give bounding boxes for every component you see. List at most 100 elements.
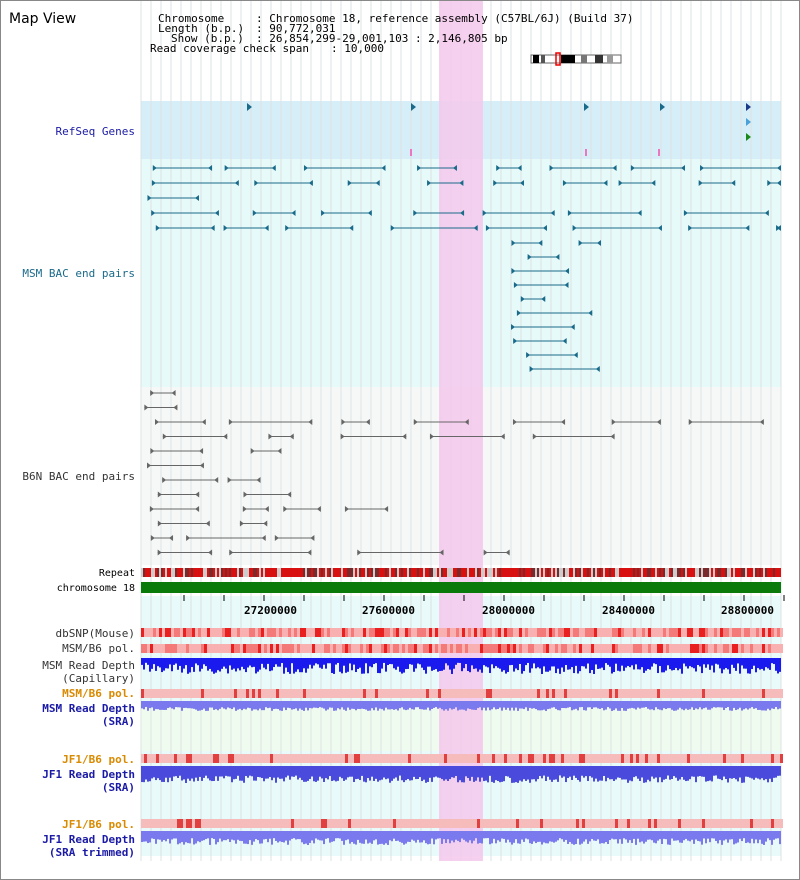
heatmap-cell	[243, 644, 246, 653]
depth-bar	[305, 831, 307, 844]
bac-end	[573, 352, 578, 358]
depth-bar	[547, 701, 549, 710]
track-label-msm-b6-pol-2[interactable]: MSM/B6 pol.	[62, 687, 135, 700]
repeat-block	[727, 568, 729, 577]
repeat-block	[557, 568, 559, 577]
depth-bar	[279, 831, 281, 842]
heatmap-cell	[246, 689, 249, 698]
heatmap-cell	[216, 689, 219, 698]
depth-bar	[193, 701, 195, 709]
repeat-block	[239, 568, 241, 577]
track-label-chromosome[interactable]: chromosome 18	[56, 583, 135, 594]
track-label-dbsnp[interactable]: dbSNP(Mouse)	[55, 627, 135, 640]
heatmap-cell	[267, 644, 270, 653]
heatmap-cell	[360, 819, 363, 828]
track-label-jf1-b6-pol-1[interactable]: JF1/B6 pol.	[62, 753, 135, 766]
bac-end	[285, 225, 290, 231]
bac-end	[173, 404, 178, 411]
track-label-b6n-bac[interactable]: B6N BAC end pairs	[22, 470, 135, 483]
track-label-jf1-depth-sra-1[interactable]: JF1 Read Depth	[42, 768, 135, 781]
bac-end	[777, 225, 781, 231]
track-label-msm-depth-cap-1[interactable]: MSM Read Depth	[42, 659, 135, 672]
depth-bar	[271, 766, 273, 781]
heatmap-cell	[675, 689, 678, 698]
heatmap-cell	[306, 754, 309, 763]
repeat-block	[315, 568, 317, 577]
heatmap-cell	[396, 819, 399, 828]
depth-bar	[385, 658, 387, 672]
depth-bar	[569, 658, 571, 670]
heatmap-cell	[477, 644, 480, 653]
depth-bar	[691, 658, 693, 668]
depth-bar	[241, 766, 243, 781]
heatmap-cell	[726, 628, 729, 637]
heatmap-cell	[384, 644, 387, 653]
depth-bar	[409, 701, 411, 708]
heatmap-cell	[243, 819, 246, 828]
depth-bar	[713, 701, 715, 708]
depth-bar	[223, 831, 225, 841]
depth-bar	[235, 766, 237, 779]
bac-end	[264, 225, 269, 231]
track-label-msm-b6-pol-1[interactable]: MSM/B6 pol.	[62, 642, 135, 655]
bac-end	[310, 535, 315, 541]
heatmap-cell	[690, 628, 693, 637]
repeat-block	[169, 568, 171, 577]
chromosome-bar	[141, 582, 781, 593]
depth-bar	[237, 701, 239, 710]
heatmap-cell	[144, 628, 147, 637]
depth-bar	[191, 766, 193, 779]
gene-arrow	[746, 103, 751, 111]
depth-bar	[565, 701, 567, 709]
bac-end	[195, 506, 200, 512]
track-label-msm-depth-sra-1[interactable]: MSM Read Depth	[42, 702, 135, 715]
depth-bar	[665, 831, 667, 840]
depth-bar	[339, 766, 341, 777]
bac-end	[234, 180, 239, 186]
depth-bar	[495, 658, 497, 667]
depth-bar	[545, 831, 547, 844]
depth-bar	[617, 766, 619, 778]
heatmap-cell	[546, 644, 549, 653]
depth-bar	[777, 831, 779, 839]
heatmap-cell	[333, 628, 336, 637]
heatmap-cell	[723, 644, 726, 653]
depth-bar	[585, 766, 587, 777]
repeat-block	[461, 568, 463, 577]
heatmap-cell	[510, 819, 513, 828]
depth-bar	[733, 766, 735, 778]
heatmap-cell	[609, 754, 612, 763]
depth-bar	[345, 658, 347, 673]
heatmap-cell	[744, 644, 747, 653]
depth-bar	[541, 658, 543, 674]
depth-bar	[641, 701, 643, 708]
depth-bar	[141, 658, 143, 665]
depth-bar	[495, 831, 497, 844]
depth-bar	[515, 831, 517, 840]
track-label-jf1-depth-trim-1[interactable]: JF1 Read Depth	[42, 833, 135, 846]
heatmap-cell	[402, 819, 405, 828]
repeat-block	[653, 568, 655, 577]
depth-bar	[777, 658, 779, 674]
track-label-jf1-b6-pol-2[interactable]: JF1/B6 pol.	[62, 818, 135, 831]
repeat-block	[539, 568, 541, 577]
heatmap-cell	[567, 644, 570, 653]
depth-bar	[753, 766, 755, 780]
heatmap-cell	[411, 689, 414, 698]
depth-bar	[267, 831, 269, 843]
depth-bar	[343, 831, 345, 845]
depth-bar	[177, 831, 179, 845]
heatmap-cell	[354, 754, 357, 763]
repeat-block	[719, 568, 721, 577]
track-label-msm-bac[interactable]: MSM BAC end pairs	[22, 267, 135, 280]
heatmap-cell	[414, 628, 417, 637]
track-label-repeat[interactable]: Repeat	[98, 568, 135, 579]
track-label-refseq[interactable]: RefSeq Genes	[55, 125, 135, 138]
depth-bar	[321, 766, 323, 779]
depth-bar	[541, 701, 543, 711]
heatmap-cell	[543, 689, 546, 698]
repeat-block	[699, 568, 701, 577]
heatmap-cell	[147, 754, 150, 763]
heatmap-cell	[231, 819, 234, 828]
